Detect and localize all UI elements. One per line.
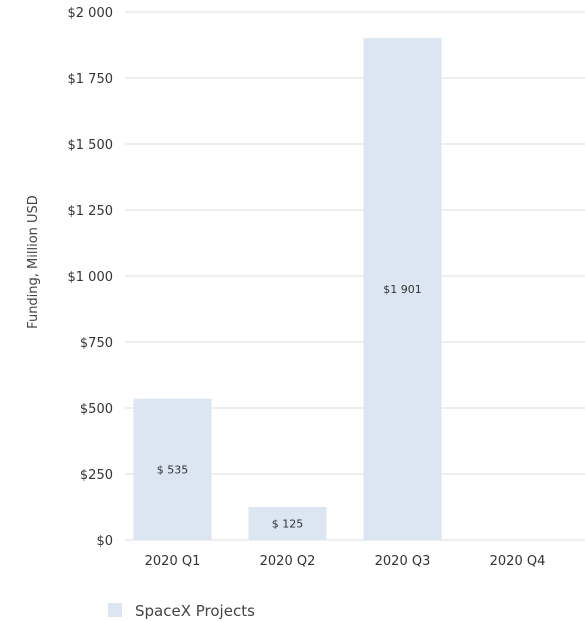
y-tick-label: $1 750	[68, 72, 114, 87]
bar-value-label: $1 901	[383, 283, 422, 296]
y-tick-label: $1 500	[68, 138, 114, 153]
x-tick-label: 2020 Q2	[260, 554, 316, 569]
bar[interactable]	[363, 38, 442, 541]
y-tick-label: $2 000	[68, 6, 114, 21]
x-axis-ticks: 2020 Q1 2020 Q2 2020 Q3 2020 Q4	[145, 554, 546, 569]
x-tick-label: 2020 Q4	[490, 554, 546, 569]
legend[interactable]: SpaceX Projects	[108, 602, 255, 620]
bar-value-label: $ 125	[272, 518, 304, 531]
y-tick-label: $1 000	[68, 270, 114, 285]
bar-value-label: $ 535	[157, 463, 189, 476]
x-tick-label: 2020 Q1	[145, 554, 201, 569]
bar[interactable]	[248, 507, 327, 540]
legend-label: SpaceX Projects	[135, 602, 255, 620]
legend-swatch	[108, 603, 122, 617]
y-tick-label: $0	[96, 534, 113, 549]
y-tick-label: $250	[80, 468, 113, 483]
y-axis-ticks: $0 $250 $500 $750 $1 000 $1 250 $1 500 $1 750 $2…	[68, 6, 114, 549]
y-tick-label: $500	[80, 402, 113, 417]
x-tick-label: 2020 Q3	[375, 554, 431, 569]
y-axis-title: Funding, Million USD	[26, 195, 41, 329]
y-tick-label: $750	[80, 336, 113, 351]
bars	[133, 38, 442, 541]
data-labels: $ 535 $ 125 $1 901	[157, 283, 422, 530]
y-tick-label: $1 250	[68, 204, 114, 219]
bar[interactable]	[133, 398, 212, 540]
